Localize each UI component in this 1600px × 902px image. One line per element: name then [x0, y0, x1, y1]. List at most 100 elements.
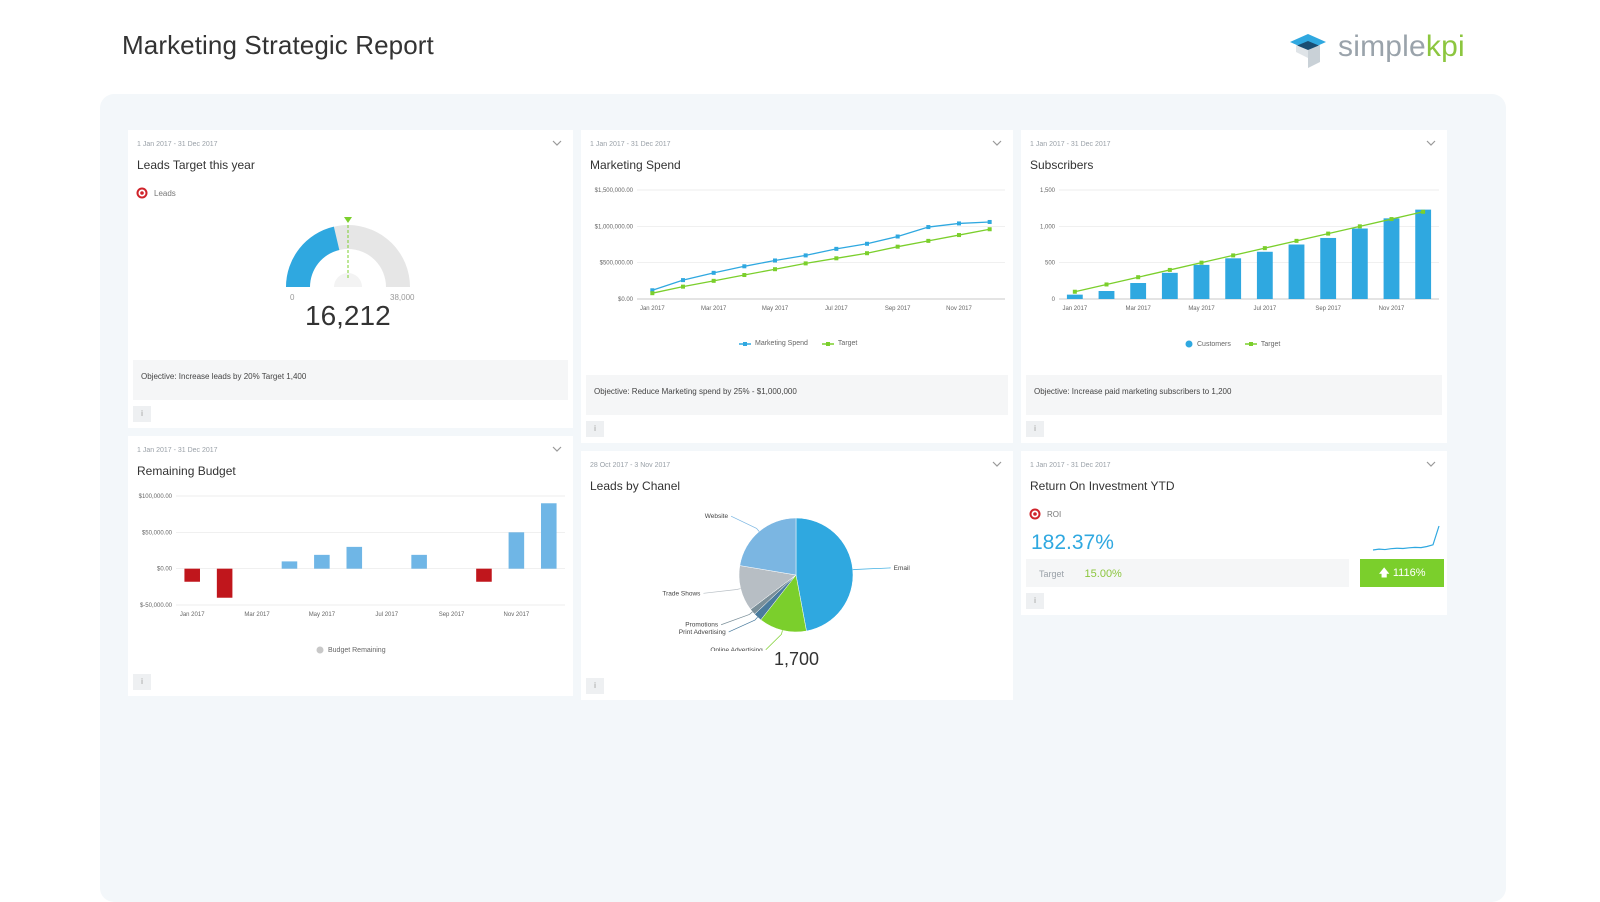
legend-dot-icon: [316, 646, 324, 654]
data-point: [1357, 224, 1362, 229]
bar: [1130, 283, 1147, 299]
pie-leader-line: [703, 588, 741, 594]
objective-text: Objective: Increase leads by 20% Target …: [133, 360, 568, 400]
data-point: [834, 246, 839, 251]
card-title: Marketing Spend: [590, 158, 681, 172]
pie-leader-line: [730, 515, 760, 532]
chevron-down-icon[interactable]: [991, 138, 1003, 148]
arrow-up-icon: 🡅: [1378, 567, 1390, 579]
legend-dot-icon: [1185, 340, 1193, 348]
y-tick-label: $0.00: [157, 567, 173, 573]
pie-slice-website: [739, 517, 797, 576]
data-point: [1136, 275, 1141, 280]
pie-label: Promotions: [685, 622, 719, 629]
data-point: [773, 258, 777, 263]
data-point: [650, 288, 655, 293]
y-tick-label: 1,500: [1040, 188, 1056, 194]
legend-label: Target: [837, 340, 858, 347]
info-button[interactable]: i: [586, 678, 604, 694]
simplekpi-logo: simplekpi: [1286, 28, 1476, 72]
gauge-fill: [286, 226, 340, 287]
bar: [1320, 237, 1337, 299]
y-tick-label: $-50,000.00: [140, 603, 173, 609]
leads-gauge: [286, 217, 410, 287]
card-date: 1 Jan 2017 - 31 Dec 2017: [1030, 141, 1111, 148]
y-tick-label: 1,000: [1040, 224, 1056, 230]
card-title: Leads Target this year: [137, 158, 255, 172]
info-button[interactable]: i: [586, 421, 604, 437]
x-tick-label: Jan 2017: [640, 306, 665, 312]
bar: [1193, 264, 1210, 299]
chevron-down-icon[interactable]: [551, 138, 563, 148]
data-point: [1421, 209, 1426, 214]
logo-wordmark: simplekpi: [1338, 30, 1465, 63]
data-point: [834, 256, 839, 261]
chevron-down-icon[interactable]: [991, 459, 1003, 469]
bar: [476, 568, 492, 582]
marketing-spend-chart: $0.00 $500,000.00 $1,000,000.00 $1,500,000.…: [595, 188, 1005, 312]
data-point: [987, 227, 992, 232]
x-tick-label: Mar 2017: [1125, 306, 1151, 312]
legend-line-icon: [739, 341, 751, 346]
bar: [281, 561, 298, 569]
legend-label: Leads: [154, 188, 176, 198]
legend-label: ROI: [1047, 509, 1062, 519]
data-point: [865, 241, 869, 246]
data-point: [1262, 246, 1267, 251]
target-icon: [1029, 508, 1041, 520]
card-title: Return On Investment YTD: [1030, 479, 1175, 493]
pie-leader-line: [728, 616, 758, 633]
pie-leader-line: [720, 611, 753, 626]
data-point: [926, 238, 931, 243]
target-value: 15.00%: [1084, 568, 1122, 580]
info-button[interactable]: i: [1026, 421, 1044, 437]
pie-leader-line: [852, 567, 891, 571]
data-point: [895, 234, 900, 239]
data-point: [1104, 282, 1109, 287]
x-tick-label: Mar 2017: [701, 306, 727, 312]
chevron-down-icon[interactable]: [551, 444, 563, 454]
bar: [184, 568, 200, 582]
x-tick-label: May 2017: [1188, 306, 1215, 312]
gauge-max-label: 38,000: [390, 293, 415, 302]
page-title: Marketing Strategic Report: [122, 30, 434, 60]
y-tick-label: 500: [1045, 261, 1056, 267]
x-tick-label: May 2017: [762, 306, 789, 312]
chevron-down-icon[interactable]: [1425, 138, 1437, 148]
data-point: [1167, 267, 1172, 272]
data-point: [1326, 231, 1331, 236]
info-button[interactable]: i: [133, 406, 151, 422]
card-title: Leads by Chanel: [590, 479, 681, 493]
x-tick-label: Jul 2017: [1253, 306, 1276, 312]
objective-text: Objective: Increase paid marketing subsc…: [1026, 375, 1442, 415]
x-tick-label: Mar 2017: [244, 612, 270, 618]
remaining-budget-chart: $-50,000.00 $0.00 $50,000.00 $100,000.00 Jan…: [139, 494, 565, 618]
x-tick-label: Sep 2017: [885, 306, 911, 312]
legend-item-marketing-spend: Marketing Spend: [739, 340, 808, 347]
data-point: [957, 221, 961, 226]
bar: [346, 546, 363, 569]
bar: [1098, 291, 1115, 299]
data-point: [895, 244, 900, 249]
data-point: [1072, 289, 1077, 294]
bar: [1256, 251, 1273, 299]
pie-slice-email: [795, 517, 854, 632]
card-remaining-budget: 1 Jan 2017 - 31 Dec 2017 Remaining Budge…: [128, 436, 573, 696]
info-button[interactable]: i: [1026, 593, 1044, 609]
chevron-down-icon[interactable]: [1425, 459, 1437, 469]
data-point: [865, 251, 869, 256]
legend-label: Budget Remaining: [328, 646, 386, 654]
pie-label: Website: [705, 513, 729, 520]
data-point: [926, 225, 931, 230]
data-point: [711, 278, 716, 283]
pie-leader-line: [765, 630, 783, 651]
x-tick-label: Sep 2017: [439, 612, 465, 618]
data-point: [742, 264, 747, 269]
series-line-marketing-spend: [652, 221, 990, 291]
data-point: [742, 273, 747, 278]
pie-label: Print Advertising: [679, 629, 726, 636]
card-roi: 1 Jan 2017 - 31 Dec 2017 Return On Inves…: [1021, 451, 1447, 615]
bar: [216, 568, 233, 598]
info-button[interactable]: i: [133, 674, 151, 690]
data-point: [1389, 217, 1394, 222]
